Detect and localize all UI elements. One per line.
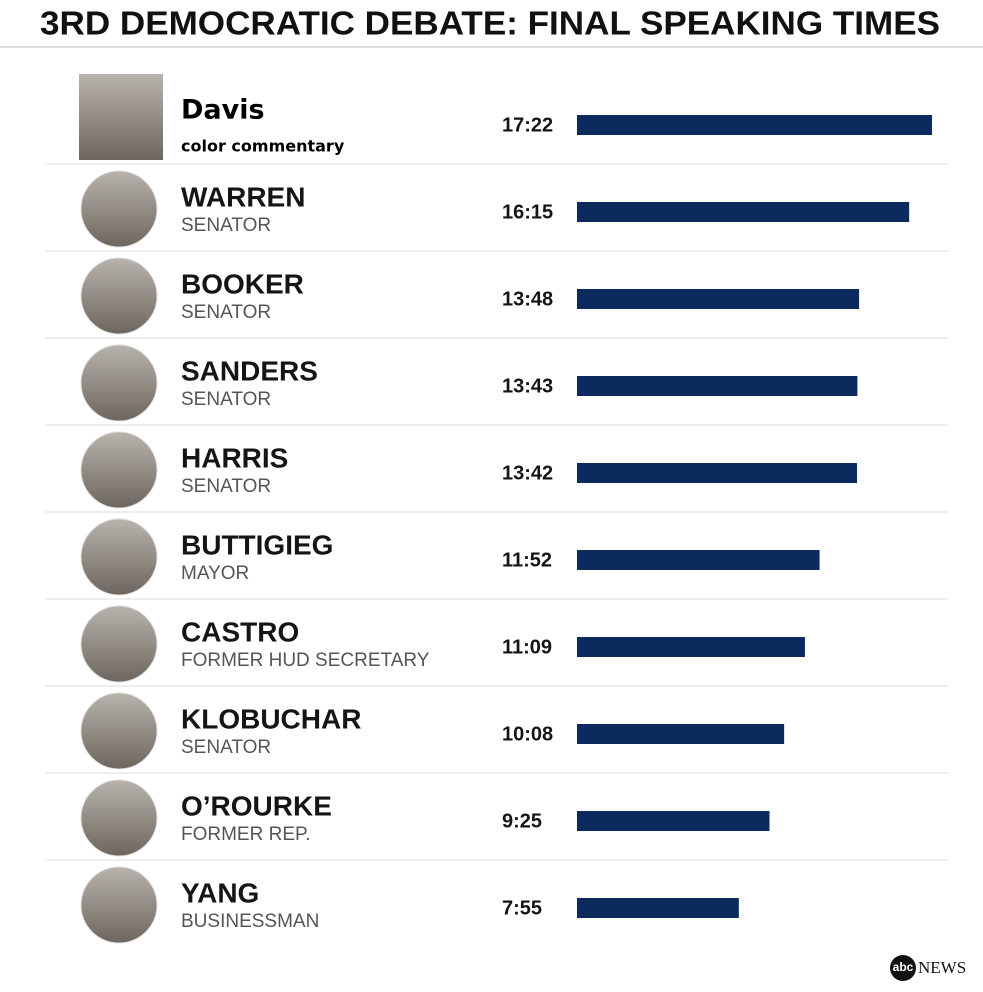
photo: [80, 431, 158, 509]
value-label: 7:55: [502, 897, 542, 919]
value-label: 10:08: [502, 723, 553, 745]
bar: [577, 115, 932, 135]
bar: [577, 550, 820, 570]
candidate-name: SANDERS: [181, 355, 318, 386]
candidate-role: SENATOR: [181, 389, 271, 410]
bar: [577, 463, 858, 483]
bar: [577, 898, 739, 918]
value-label: 9:25: [502, 810, 542, 832]
candidate-name: Davis: [181, 95, 265, 126]
value-label: 16:15: [502, 201, 553, 223]
candidate-role: MAYOR: [181, 563, 249, 584]
bar: [577, 289, 860, 309]
logo-mark: abc: [893, 960, 914, 974]
bar: [577, 376, 858, 396]
photo: [80, 779, 158, 857]
photo: [80, 257, 158, 335]
photo: [80, 866, 158, 944]
candidate-role: FORMER HUD SECRETARY: [181, 650, 430, 671]
candidate-role: SENATOR: [181, 737, 271, 758]
value-label: 11:09: [502, 636, 552, 658]
candidate-name: BUTTIGIEG: [181, 529, 333, 560]
value-label: 13:48: [502, 288, 553, 310]
value-label: 11:52: [502, 549, 552, 571]
photo: [80, 518, 158, 596]
value-label: 13:42: [502, 462, 553, 484]
candidate-name: BOOKER: [181, 268, 304, 299]
bar: [577, 202, 910, 222]
candidate-role: SENATOR: [181, 476, 271, 497]
candidate-name: HARRIS: [181, 442, 288, 473]
chart-title: 3RD DEMOCRATIC DEBATE: FINAL SPEAKING TI…: [40, 5, 940, 42]
candidate-role: SENATOR: [181, 302, 271, 323]
candidate-role: BUSINESSMAN: [181, 911, 319, 932]
value-label: 13:43: [502, 375, 553, 397]
bar: [577, 637, 805, 657]
value-label: 17:22: [502, 114, 553, 136]
candidate-name: CASTRO: [181, 616, 299, 647]
candidate-role: FORMER REP.: [181, 824, 311, 845]
photo: [80, 344, 158, 422]
photo: [79, 74, 163, 160]
logo-circle: [890, 955, 916, 981]
photo: [80, 692, 158, 770]
candidate-name: KLOBUCHAR: [181, 703, 361, 734]
bar: [577, 811, 770, 831]
candidate-name: YANG: [181, 877, 259, 908]
candidate-name: WARREN: [181, 181, 305, 212]
logo: abc NEWS: [890, 955, 966, 981]
logo-text: NEWS: [918, 958, 966, 977]
photo: [80, 170, 158, 248]
candidate-role: SENATOR: [181, 215, 271, 236]
photo: [80, 605, 158, 683]
candidate-name: O’ROURKE: [181, 790, 332, 821]
candidate-role: color commentary: [181, 137, 345, 156]
bar: [577, 724, 785, 744]
